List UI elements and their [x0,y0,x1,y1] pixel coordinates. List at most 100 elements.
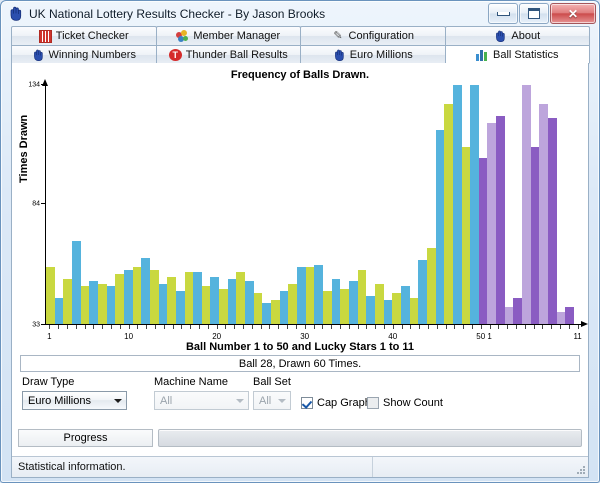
machine-name-select[interactable]: All [154,391,249,410]
chart-bar[interactable] [279,290,289,324]
close-button[interactable]: ✕ [550,3,596,24]
chart-title: Frequency of Balls Drawn. [230,69,370,81]
x-tick [498,325,500,329]
chart-bar[interactable] [219,288,228,324]
tab-thunder-ball-results[interactable]: T Thunder Ball Results [155,45,301,64]
chart-bar[interactable] [201,286,211,324]
chart-bar[interactable] [392,293,401,324]
chart-bar[interactable] [132,267,142,324]
chart-bar[interactable] [184,271,194,324]
x-tick [155,325,157,329]
chart-bar[interactable] [106,286,116,324]
chart-bar[interactable] [288,283,298,324]
chart-bar[interactable] [149,269,159,324]
chart-bar[interactable] [331,279,341,324]
chart-bar[interactable] [314,264,323,324]
chart-bar[interactable] [71,241,81,324]
chart-bar[interactable] [435,129,445,324]
chart-bar[interactable] [513,297,523,324]
chart-bar[interactable] [470,85,479,324]
chart-bar[interactable] [80,286,90,324]
chart-bar[interactable] [539,103,549,324]
y-tick [41,324,46,325]
chart-bar[interactable] [253,293,263,324]
machine-name-value: All [160,394,173,407]
chart-bar[interactable] [374,283,384,324]
chart-bar[interactable] [383,300,393,324]
tab-euro-millions[interactable]: Euro Millions [300,45,446,64]
chart-bar[interactable] [530,146,540,324]
chart-bar[interactable] [487,122,497,324]
tab-configuration[interactable]: ✎ Configuration [300,26,446,45]
chart-bar[interactable] [63,279,72,324]
chart-bar[interactable] [400,286,410,324]
balloons-icon [176,29,189,43]
chart-bar[interactable] [245,281,254,324]
x-tick [533,325,535,329]
chart-bar[interactable] [236,271,246,324]
chart-bar[interactable] [54,297,64,324]
x-tick [339,325,341,329]
chart-bar[interactable] [323,290,332,324]
x-tick [515,325,517,329]
tab-ball-statistics[interactable]: Ball Statistics [444,45,590,64]
chart-bar[interactable] [97,283,107,324]
chart-bar[interactable] [348,281,358,324]
chart-bar[interactable] [227,279,237,324]
chart-bar[interactable] [340,288,349,324]
resize-grip-icon[interactable] [576,465,586,475]
draw-type-select[interactable]: Euro Millions [22,391,127,410]
x-tick [542,325,544,329]
chart-bar[interactable] [409,297,419,324]
chart-bar[interactable] [115,274,124,324]
chart-bar[interactable] [478,158,488,324]
chart-bar[interactable] [461,146,471,324]
chart-bar[interactable] [357,269,367,324]
chart-bar[interactable] [167,276,176,324]
tab-about[interactable]: About [444,26,590,45]
ball-set-value: All [259,394,272,407]
x-tick [559,325,561,329]
chart-bar[interactable] [305,267,315,324]
chart-bar[interactable] [175,290,185,324]
ball-set-select[interactable]: All [253,391,291,410]
tab-ticket-checker[interactable]: Ticket Checker [11,26,157,45]
minimize-button[interactable] [488,3,518,24]
x-tick [392,325,394,329]
title-bar: UK National Lottery Results Checker - By… [1,1,599,26]
chart-bar[interactable] [271,300,280,324]
chart-bar[interactable] [89,281,98,324]
chevron-down-icon [232,392,248,409]
y-tick [41,84,46,85]
chart-bar[interactable] [366,295,375,324]
chart-bar[interactable] [210,276,220,324]
chart-bar[interactable] [504,307,514,324]
chevron-down-icon [274,392,290,409]
chart-bar[interactable] [444,103,453,324]
chart-bar[interactable] [141,257,150,324]
chart-bar[interactable] [548,118,557,324]
tab-label: Ticket Checker [55,30,129,42]
chart-bar[interactable] [158,283,168,324]
chart-bar[interactable] [452,85,462,324]
x-tick [436,325,438,329]
chart-bar[interactable] [262,302,272,324]
tab-strip: Ticket Checker Member Manager ✎ Configur… [5,26,595,64]
chart-bar[interactable] [46,267,55,324]
chart-bar[interactable] [556,312,566,324]
chart-bar[interactable] [418,260,427,324]
chart-bar[interactable] [496,115,505,324]
chart-bar[interactable] [565,307,575,324]
tab-winning-numbers[interactable]: Winning Numbers [11,45,157,64]
maximize-button[interactable] [519,3,549,24]
cap-graph-checkbox[interactable]: Cap Graph [301,397,371,409]
chart-bar[interactable] [522,85,531,324]
chart-bar[interactable] [426,248,436,324]
tab-member-manager[interactable]: Member Manager [155,26,301,45]
chart-bar[interactable] [297,267,306,324]
show-count-checkbox[interactable]: Show Count [367,397,443,409]
chart-bar[interactable] [193,271,202,324]
y-axis-label: Times Drawn [18,114,30,183]
bar-chart-icon [476,48,489,61]
chart-bar[interactable] [123,269,133,324]
